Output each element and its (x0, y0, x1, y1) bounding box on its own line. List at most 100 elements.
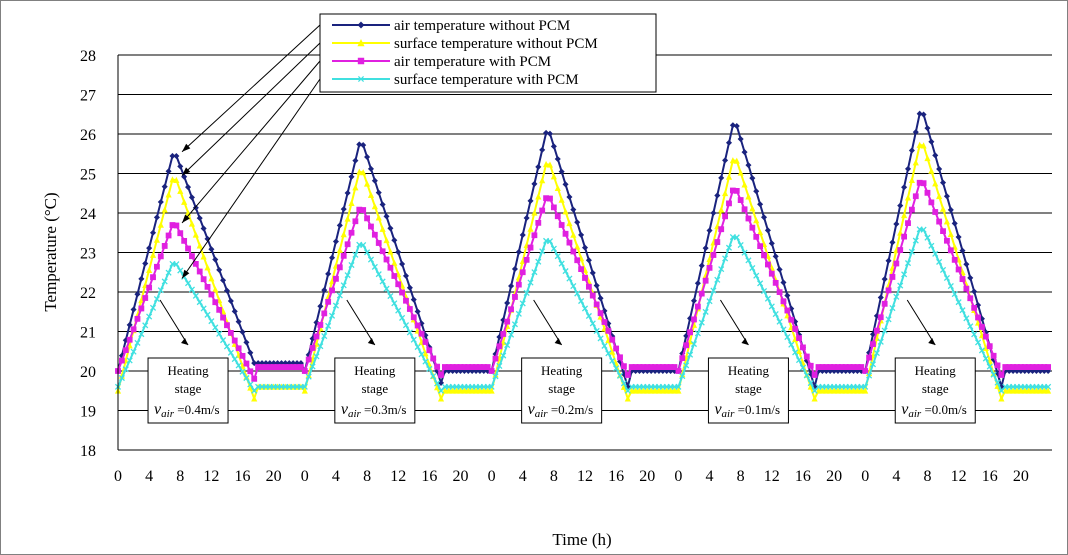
x-tick-label: 20 (826, 468, 842, 485)
data-point (827, 387, 834, 394)
data-point (554, 253, 561, 260)
data-point (947, 230, 954, 238)
data-point (383, 213, 390, 220)
data-point (955, 266, 962, 273)
data-point (558, 222, 565, 228)
data-point (367, 256, 375, 263)
data-point (722, 157, 729, 164)
data-point (527, 197, 534, 204)
data-point (181, 198, 188, 205)
data-point (243, 339, 250, 346)
data-point (418, 351, 425, 358)
data-point (153, 214, 160, 221)
data-point (877, 294, 884, 301)
data-point (737, 136, 744, 143)
data-point (364, 249, 371, 256)
data-point (379, 225, 386, 232)
data-point (138, 275, 145, 282)
data-point (585, 257, 592, 264)
data-point (325, 322, 332, 329)
data-point (317, 322, 324, 328)
data-point (943, 274, 950, 282)
data-point (379, 278, 386, 285)
data-point (383, 236, 390, 244)
data-point (702, 277, 709, 284)
data-point (866, 372, 873, 379)
x-tick-label: 8 (550, 468, 558, 485)
data-point (531, 209, 538, 216)
data-point (558, 168, 565, 175)
x-tick-label: 12 (203, 468, 219, 485)
velocity-symbol: v (901, 401, 909, 418)
data-point (1021, 387, 1028, 394)
data-point (243, 375, 250, 382)
data-point (157, 221, 164, 228)
data-point (126, 321, 133, 328)
note-heating-label: Heating (728, 363, 770, 378)
data-point (173, 152, 180, 160)
data-point (854, 387, 861, 394)
data-point (184, 280, 192, 287)
data-point (344, 215, 351, 222)
data-point (192, 204, 199, 211)
data-point (920, 111, 927, 118)
velocity-value: =0.2m/s (548, 402, 594, 417)
velocity-subscript: air (348, 408, 362, 420)
data-point (430, 355, 437, 362)
data-point (1037, 387, 1044, 394)
data-point (683, 342, 690, 349)
x-tick-label: 20 (266, 468, 282, 485)
legend-swatch-marker (357, 21, 365, 29)
series-2 (115, 179, 1052, 382)
data-point (675, 387, 682, 394)
data-point (161, 183, 168, 190)
data-point (998, 395, 1005, 402)
velocity-subscript: air (908, 408, 922, 420)
data-point (733, 157, 740, 164)
data-point (881, 300, 888, 307)
data-point (367, 165, 374, 172)
data-point (745, 162, 752, 169)
data-point (795, 347, 803, 354)
data-point (231, 308, 238, 315)
data-point (901, 271, 908, 278)
data-point (632, 387, 639, 394)
data-point (725, 173, 733, 180)
data-point (889, 239, 896, 246)
data-point (601, 307, 608, 314)
note-heating-label: Heating (354, 363, 396, 378)
data-point (348, 173, 355, 180)
data-point (955, 234, 962, 241)
velocity-subscript: air (722, 408, 736, 420)
data-point (363, 180, 371, 187)
data-point (247, 368, 254, 375)
data-point (621, 363, 627, 370)
x-tick-label: 12 (390, 468, 406, 485)
data-point (340, 231, 347, 238)
data-point (897, 202, 904, 209)
x-tick-label: 4 (332, 468, 340, 485)
velocity-symbol: v (528, 401, 536, 418)
data-point (574, 257, 581, 264)
data-point (877, 314, 884, 321)
data-point (527, 225, 534, 232)
data-point (150, 229, 157, 236)
data-point (881, 276, 888, 283)
legend-entry: air temperature with PCM (181, 54, 551, 224)
data-point (220, 314, 226, 321)
y-axis-label: Temperature (°C) (41, 192, 60, 311)
data-point (792, 349, 799, 356)
x-tick-label: 20 (1013, 468, 1029, 485)
data-point (765, 261, 771, 268)
data-point (185, 184, 192, 191)
data-point (476, 387, 484, 394)
data-point (523, 257, 530, 263)
data-point (554, 184, 561, 192)
data-point (434, 380, 441, 387)
data-point (309, 345, 316, 351)
data-point (340, 282, 347, 289)
data-point (134, 339, 141, 346)
data-point (364, 153, 371, 160)
data-point (644, 387, 651, 394)
